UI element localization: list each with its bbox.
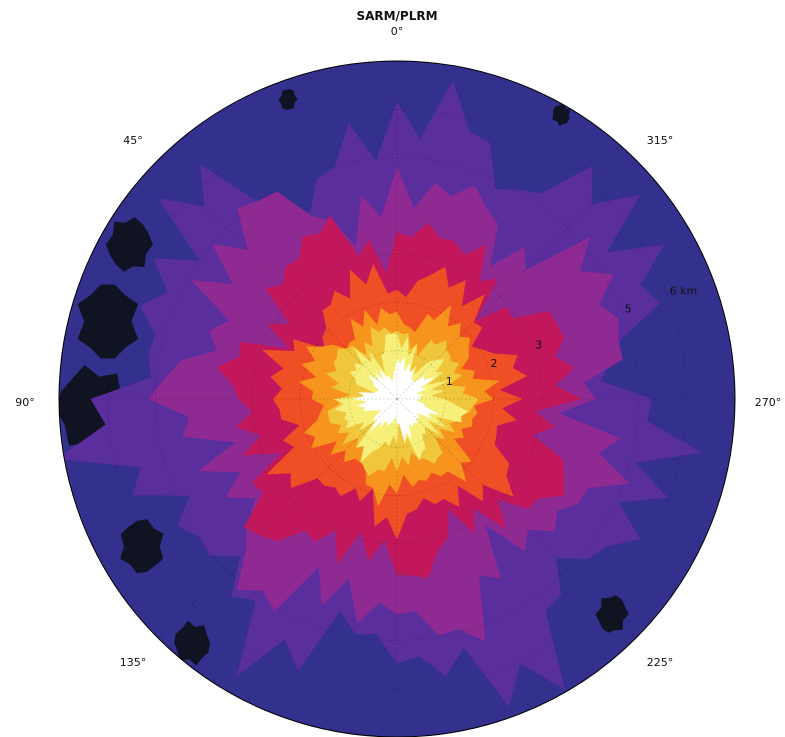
angle-tick-label-270: 270° xyxy=(755,396,782,409)
contour-field xyxy=(59,61,735,737)
radial-tick-label: 2 xyxy=(491,357,498,370)
radial-tick-label: 1 xyxy=(446,375,453,388)
low-value-patch xyxy=(105,217,153,272)
grid-ring xyxy=(251,253,543,545)
angle-tick-label-90: 90° xyxy=(15,396,35,409)
grid-ring xyxy=(348,350,446,448)
grid-ring xyxy=(299,301,494,496)
grid-ring xyxy=(155,157,639,641)
radial-tick-label: 5 xyxy=(625,303,632,316)
low-value-patch xyxy=(174,620,211,666)
grid-spoke xyxy=(157,398,398,639)
low-value-patch xyxy=(120,519,164,574)
angle-tick-label-315: 315° xyxy=(647,134,674,147)
tick-labels: 0° 45° 90° 135° 225° 270° 315° 1 2 3 5 6 km xyxy=(15,25,781,669)
grid-spoke xyxy=(157,159,398,400)
angle-tick-label-45: 45° xyxy=(123,134,143,147)
plot-area xyxy=(58,60,736,737)
low-value-patch xyxy=(595,595,629,633)
angle-tick-label-0: 0° xyxy=(391,25,404,38)
grid-spoke xyxy=(396,398,637,639)
chart-title: SARM/PLRM xyxy=(356,9,437,23)
grid-ring xyxy=(106,108,688,690)
radial-tick-label: 3 xyxy=(535,339,542,352)
radial-tick-label: 6 km xyxy=(670,285,698,298)
polar-frame xyxy=(58,60,736,737)
angle-tick-label-135: 135° xyxy=(120,656,147,669)
grid-spoke xyxy=(396,159,637,400)
low-value-patch xyxy=(278,89,298,110)
low-value-patch xyxy=(77,284,139,359)
contour-band xyxy=(353,356,440,443)
low-value-patch xyxy=(552,103,570,126)
angle-tick-label-225: 225° xyxy=(647,656,674,669)
